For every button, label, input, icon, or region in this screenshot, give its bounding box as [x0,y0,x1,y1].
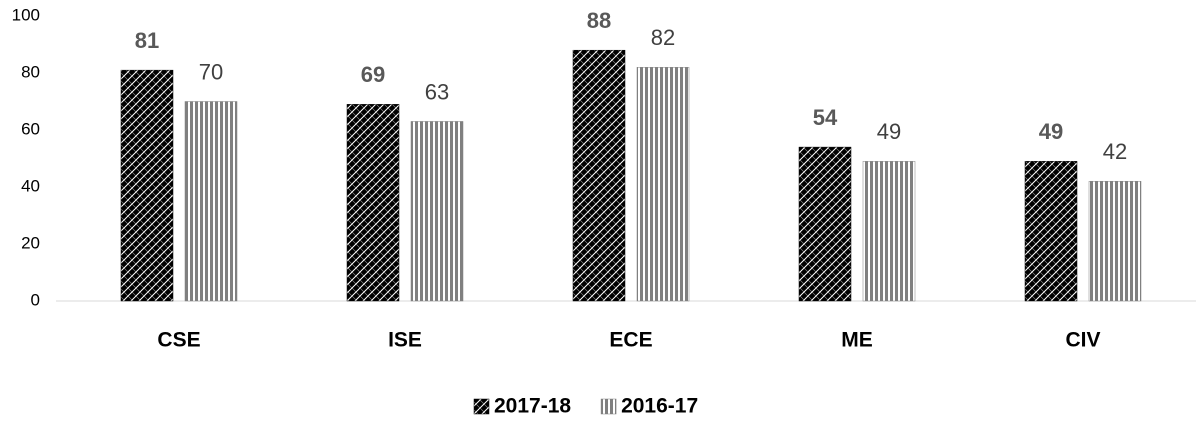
bar [1088,181,1142,302]
bar [346,104,400,302]
y-tick-label: 20 [21,233,40,252]
legend-label: 2017-18 [494,395,571,418]
data-label: 81 [135,28,159,53]
data-label: 49 [1039,119,1063,144]
legend-swatch [600,398,617,415]
data-label: 49 [877,119,901,144]
data-label: 69 [361,62,385,87]
y-tick-label: 80 [21,62,40,81]
data-label: 88 [587,8,611,33]
bar [184,101,238,302]
y-tick-label: 60 [21,119,40,138]
y-tick-label: 0 [31,290,40,309]
x-tick-label: ME [841,329,873,352]
data-label: 63 [425,79,449,104]
bar [572,49,626,302]
data-label: 54 [813,105,838,130]
y-tick-label: 100 [12,5,40,24]
data-label: 70 [199,59,223,84]
x-tick-label: ECE [609,329,652,352]
bar [798,146,852,302]
bar [862,161,916,302]
x-tick-label: CSE [157,329,200,352]
bar [1024,161,1078,302]
y-tick-label: 40 [21,176,40,195]
legend-swatch [473,398,490,415]
x-tick-label: ISE [388,329,422,352]
x-tick-label: CIV [1065,329,1100,352]
data-label: 42 [1103,139,1127,164]
legend-label: 2016-17 [621,395,698,418]
bar [410,121,464,302]
bar [120,69,174,302]
bar [636,67,690,302]
data-label: 82 [651,25,675,50]
